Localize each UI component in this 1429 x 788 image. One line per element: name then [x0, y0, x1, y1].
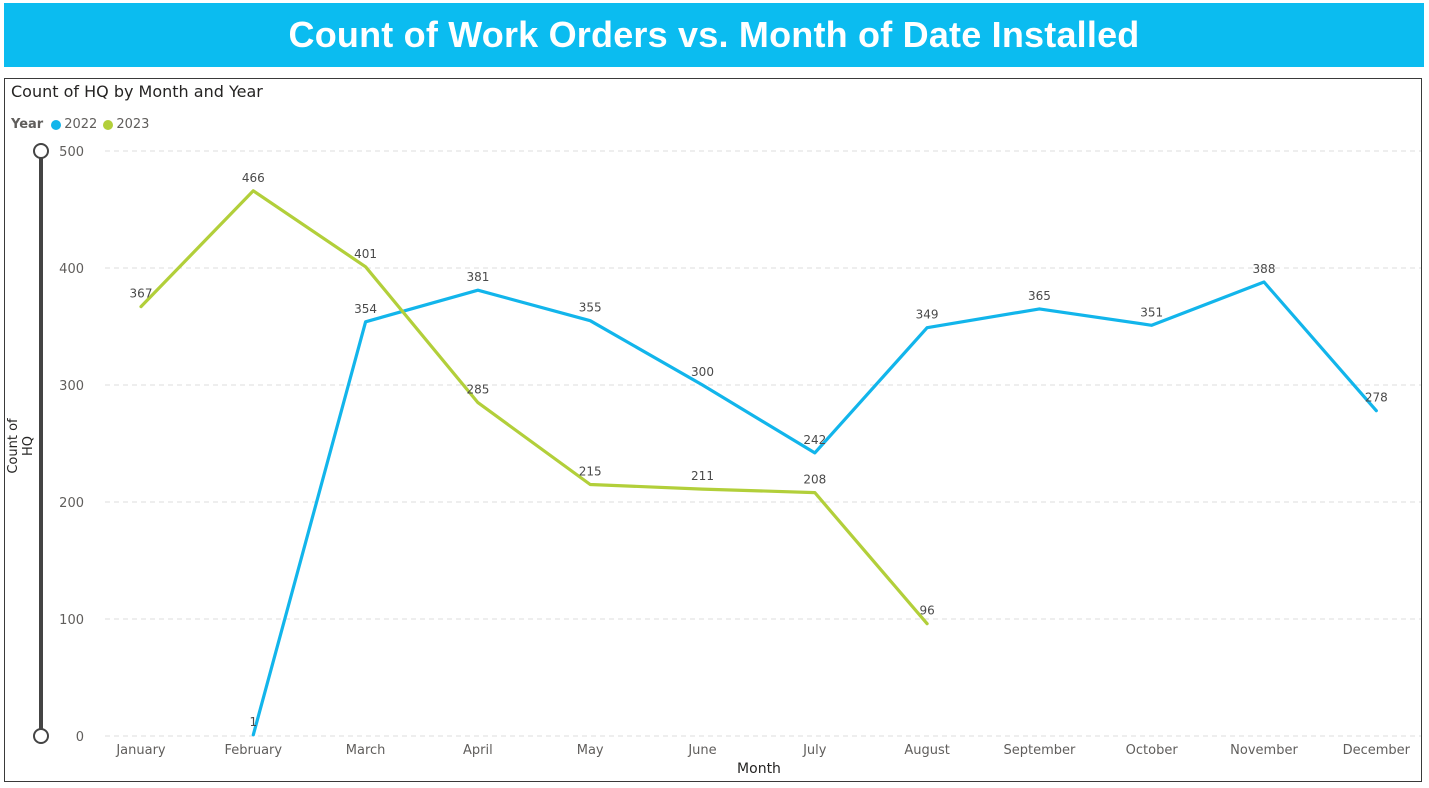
chart-plot-area: 0 100 200 300 400 500 January February March Apri…	[33, 143, 1421, 758]
x-tick-label: March	[346, 743, 386, 758]
series-line-2022	[251, 280, 1378, 737]
x-tick-label: April	[463, 743, 493, 758]
x-axis-title: Month	[737, 761, 781, 777]
data-label-2023: 215	[579, 464, 602, 478]
data-label-2023: 401	[354, 247, 377, 261]
data-label-2022: 242	[803, 433, 826, 447]
data-label-2022: 349	[916, 308, 939, 322]
data-label-2023: 367	[130, 287, 153, 301]
data-label-2023: 211	[691, 469, 714, 483]
y-tick-label: 400	[59, 262, 84, 277]
zoom-slider-handle-top[interactable]	[33, 143, 49, 159]
data-label-2023: 466	[242, 171, 265, 185]
y-tick-label: 0	[76, 730, 84, 745]
data-label-2022: 351	[1140, 305, 1163, 319]
report-banner: Count of Work Orders vs. Month of Date I…	[4, 3, 1424, 67]
y-tick-label: 200	[59, 496, 84, 511]
data-label-2022: 355	[579, 301, 602, 315]
legend-label-2022: 2022	[64, 117, 98, 132]
zoom-slider-handle-bottom[interactable]	[33, 728, 49, 744]
x-tick-label: January	[115, 743, 166, 758]
x-tick-label: May	[577, 743, 604, 758]
data-label-2023: 285	[466, 383, 489, 397]
x-tick-label: August	[904, 743, 950, 758]
data-label-2022: 354	[354, 302, 377, 316]
data-label-2022: 278	[1365, 391, 1388, 405]
legend-marker-2022	[51, 119, 62, 130]
legend-title: Year	[11, 117, 44, 132]
y-axis-title: Count of HQ	[6, 418, 36, 474]
y-tick-label: 100	[59, 613, 84, 628]
legend: Year 2022 2023	[11, 117, 155, 132]
line-chart-visual[interactable]: Count of HQ by Month and Year Year 2022 …	[4, 78, 1422, 782]
data-label-2023: 96	[919, 604, 934, 618]
data-label-2022: 388	[1253, 262, 1276, 276]
series-line-2023	[139, 189, 929, 626]
data-label-2022: 381	[466, 270, 489, 284]
x-tick-label: December	[1343, 743, 1411, 758]
legend-item-2022[interactable]: 2022	[51, 117, 97, 132]
data-label-2022: 300	[691, 365, 714, 379]
legend-item-2023[interactable]: 2023	[103, 117, 149, 132]
y-tick-label: 300	[59, 379, 84, 394]
legend-label-2023: 2023	[116, 117, 150, 132]
x-tick-label: February	[224, 743, 282, 758]
visual-title: Count of HQ by Month and Year	[11, 82, 263, 101]
x-tick-label: November	[1230, 743, 1298, 758]
data-label-2022: 1	[249, 715, 257, 729]
x-tick-label: September	[1003, 743, 1076, 758]
legend-marker-2023	[103, 119, 114, 130]
data-label-2023: 208	[803, 473, 826, 487]
y-tick-label: 500	[59, 145, 84, 160]
data-label-2022: 365	[1028, 289, 1051, 303]
x-tick-label: October	[1126, 743, 1179, 758]
report-title: Count of Work Orders vs. Month of Date I…	[288, 14, 1140, 55]
x-tick-label: June	[687, 743, 716, 758]
x-tick-label: July	[802, 743, 827, 758]
